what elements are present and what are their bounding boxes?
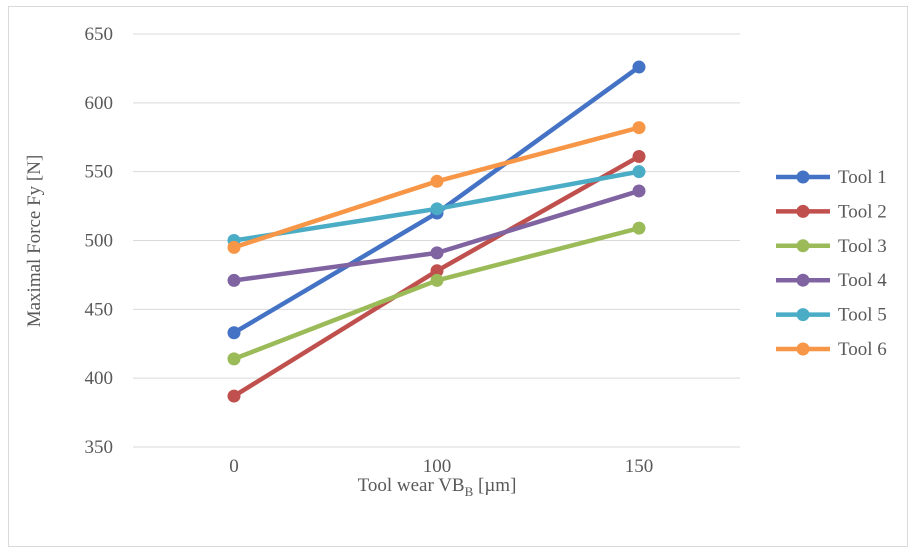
y-axis-tick-labels: 350 400 450 500 550 600 650 — [85, 24, 114, 458]
data-point — [227, 389, 241, 403]
series-6 — [227, 121, 646, 254]
x-tick-label: 100 — [423, 456, 452, 477]
legend-label: Tool 4 — [838, 270, 887, 291]
y-tick-label: 500 — [85, 231, 114, 252]
data-point — [430, 273, 444, 287]
x-axis-title-subscript: B — [465, 484, 474, 499]
x-axis-title: Tool wear VBB [µm] — [358, 475, 517, 499]
series-3 — [227, 221, 646, 366]
legend-item: Tool 6 — [776, 339, 887, 360]
y-tick-label: 450 — [85, 299, 114, 320]
series-lines — [227, 60, 646, 403]
data-point — [430, 246, 444, 260]
data-point — [227, 326, 241, 340]
data-point — [430, 202, 444, 216]
x-tick-label: 0 — [229, 456, 239, 477]
legend-marker — [796, 308, 810, 322]
legend-label: Tool 5 — [838, 305, 887, 326]
legend-marker — [796, 239, 810, 253]
legend-marker — [796, 273, 810, 287]
data-point — [632, 150, 646, 164]
legend-label: Tool 3 — [838, 236, 887, 257]
legend-item: Tool 2 — [776, 201, 887, 222]
gridlines — [133, 33, 740, 448]
x-axis-title-unit: [µm] — [473, 475, 516, 496]
legend-label: Tool 6 — [838, 339, 887, 360]
x-axis-title-main: Tool wear VB — [358, 475, 465, 496]
legend-label: Tool 1 — [838, 167, 887, 188]
data-point — [227, 273, 241, 287]
data-point — [632, 184, 646, 198]
y-tick-label: 600 — [85, 93, 114, 114]
legend-item: Tool 1 — [776, 167, 887, 188]
y-tick-label: 350 — [85, 437, 114, 458]
x-tick-label: 150 — [625, 456, 654, 477]
legend-marker — [796, 170, 810, 184]
y-tick-label: 550 — [85, 162, 114, 183]
series-2 — [227, 150, 646, 403]
x-axis-tick-labels: 0 100 150 — [229, 456, 653, 477]
series-4 — [227, 184, 646, 287]
y-tick-label: 650 — [85, 24, 114, 45]
y-tick-label: 400 — [85, 368, 114, 389]
legend-marker — [796, 342, 810, 356]
data-point — [430, 174, 444, 188]
data-point — [430, 264, 444, 278]
legend: Tool 1 Tool 2 Tool 3 Tool 4 Tool 5 Tool 6 — [776, 167, 887, 360]
legend-item: Tool 4 — [776, 270, 887, 291]
data-point — [632, 60, 646, 74]
legend-item: Tool 3 — [776, 236, 887, 257]
data-point — [632, 165, 646, 179]
data-point — [632, 121, 646, 135]
data-point — [227, 352, 241, 366]
legend-label: Tool 2 — [838, 201, 887, 222]
y-axis-title: Maximal Force Fy [N] — [24, 155, 45, 328]
legend-item: Tool 5 — [776, 305, 887, 326]
data-point — [632, 221, 646, 235]
series-line — [231, 64, 642, 335]
data-point — [227, 240, 241, 254]
legend-marker — [796, 204, 810, 218]
